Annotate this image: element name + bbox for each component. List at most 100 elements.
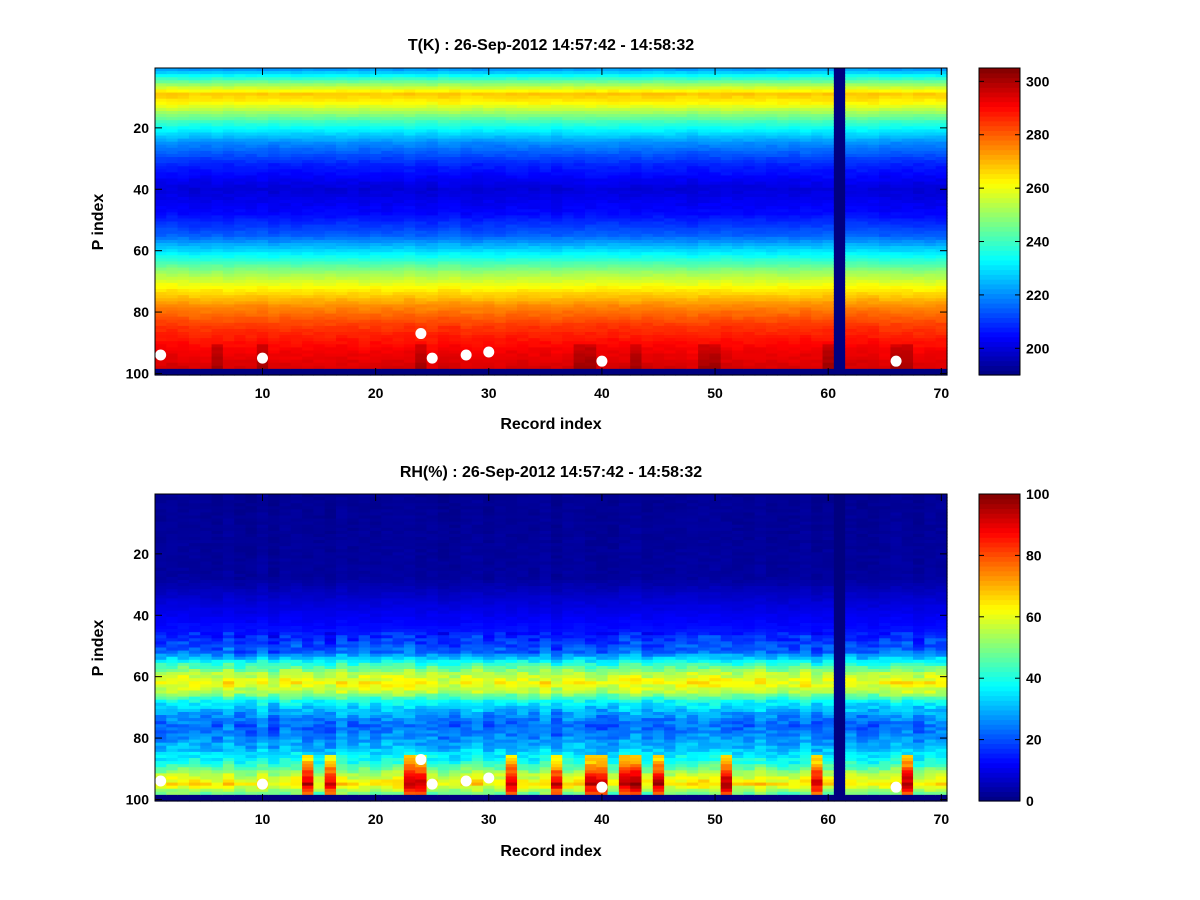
heatmap-cell [200, 292, 213, 296]
heatmap-cell [336, 135, 348, 140]
heatmap-cell [471, 285, 484, 290]
heatmap-cell [302, 95, 314, 100]
heatmap-cell [415, 166, 428, 170]
heatmap-cell [505, 181, 518, 186]
heatmap-cell [302, 141, 314, 146]
heatmap-cell [336, 328, 348, 333]
heatmap-cell [302, 187, 314, 192]
heatmap-cell [471, 80, 484, 84]
heatmap-cell [403, 230, 416, 235]
heatmap-cell [494, 178, 507, 183]
heatmap-cell [347, 101, 360, 106]
heatmap-cell [268, 316, 281, 321]
heatmap-cell [460, 178, 473, 183]
heatmap-cell [268, 282, 281, 287]
heatmap-cell [483, 298, 496, 302]
heatmap-cell [302, 193, 314, 198]
heatmap-cell [381, 215, 394, 220]
heatmap-cell [381, 347, 394, 352]
heatmap-cell [369, 172, 382, 177]
heatmap-cell [403, 117, 416, 121]
heatmap-cell [222, 218, 235, 223]
heatmap-cell [358, 147, 371, 152]
heatmap-cell [256, 144, 269, 149]
heatmap-cell [324, 298, 337, 302]
heatmap-cell [222, 316, 235, 321]
heatmap-cell [460, 344, 473, 348]
heatmap-cell [211, 371, 224, 376]
heatmap-cell [483, 166, 496, 170]
heatmap-cell [155, 289, 167, 293]
heatmap-cell [290, 261, 303, 266]
heatmap-cell [256, 230, 269, 235]
heatmap-cell [358, 71, 371, 75]
heatmap-cell [358, 98, 371, 103]
heatmap-cell [279, 359, 292, 364]
heatmap-cell [381, 310, 394, 315]
heatmap-cell [290, 347, 303, 352]
heatmap-cell [188, 347, 201, 352]
heatmap-cell [234, 175, 247, 180]
heatmap-cell [403, 310, 416, 315]
heatmap-cell [222, 356, 235, 361]
heatmap-cell [336, 77, 348, 81]
heatmap-cell [471, 350, 484, 355]
heatmap-cell [415, 292, 428, 296]
heatmap-cell [449, 175, 462, 180]
heatmap-cell [358, 359, 371, 364]
heatmap-cell [200, 313, 213, 318]
heatmap-cell [279, 83, 292, 88]
heatmap-cell [324, 190, 337, 195]
heatmap-cell [245, 233, 258, 238]
heatmap-cell [222, 295, 235, 299]
heatmap-cell [494, 212, 507, 216]
heatmap-cell [347, 86, 360, 91]
heatmap-cell [460, 365, 473, 370]
heatmap-cell [336, 304, 348, 309]
heatmap-cell [358, 338, 371, 342]
heatmap-cell [369, 285, 382, 290]
heatmap-cell [324, 95, 337, 100]
heatmap-cell [268, 236, 281, 241]
heatmap-cell [426, 289, 439, 293]
heatmap-cell [211, 221, 224, 226]
heatmap-cell [290, 335, 303, 339]
heatmap-cell [313, 160, 326, 164]
heatmap-cell [313, 181, 326, 186]
heatmap-cell [279, 129, 292, 134]
heatmap-cell [460, 110, 473, 115]
heatmap-cell [177, 141, 190, 146]
heatmap-cell [381, 264, 394, 269]
heatmap-cell [245, 270, 258, 275]
heatmap-cell [369, 215, 382, 220]
heatmap-cell [426, 338, 439, 342]
heatmap-cell [426, 83, 439, 88]
heatmap-cell [403, 144, 416, 149]
heatmap-cell [313, 135, 326, 140]
heatmap-cell [245, 200, 258, 204]
heatmap-cell [437, 304, 450, 309]
heatmap-cell [494, 215, 507, 220]
heatmap-cell [392, 193, 405, 198]
heatmap-cell [200, 276, 213, 281]
heatmap-cell [245, 289, 258, 293]
heatmap-cell [415, 255, 428, 259]
heatmap-cell [256, 252, 269, 256]
heatmap-cell [324, 282, 337, 287]
heatmap-cell [222, 341, 235, 345]
heatmap-cell [211, 92, 224, 97]
heatmap-cell [415, 310, 428, 315]
heatmap-cell [426, 264, 439, 269]
heatmap-cell [200, 252, 213, 256]
heatmap-cell [256, 227, 269, 232]
heatmap-cell [177, 227, 190, 232]
heatmap-cell [347, 242, 360, 247]
heatmap-cell [381, 132, 394, 137]
heatmap-cell [336, 200, 348, 204]
heatmap-cell [471, 169, 484, 173]
heatmap-cell [460, 101, 473, 106]
heatmap-cell [449, 110, 462, 115]
heatmap-cell [437, 264, 450, 269]
heatmap-cell [155, 304, 167, 309]
heatmap-cell [222, 328, 235, 333]
